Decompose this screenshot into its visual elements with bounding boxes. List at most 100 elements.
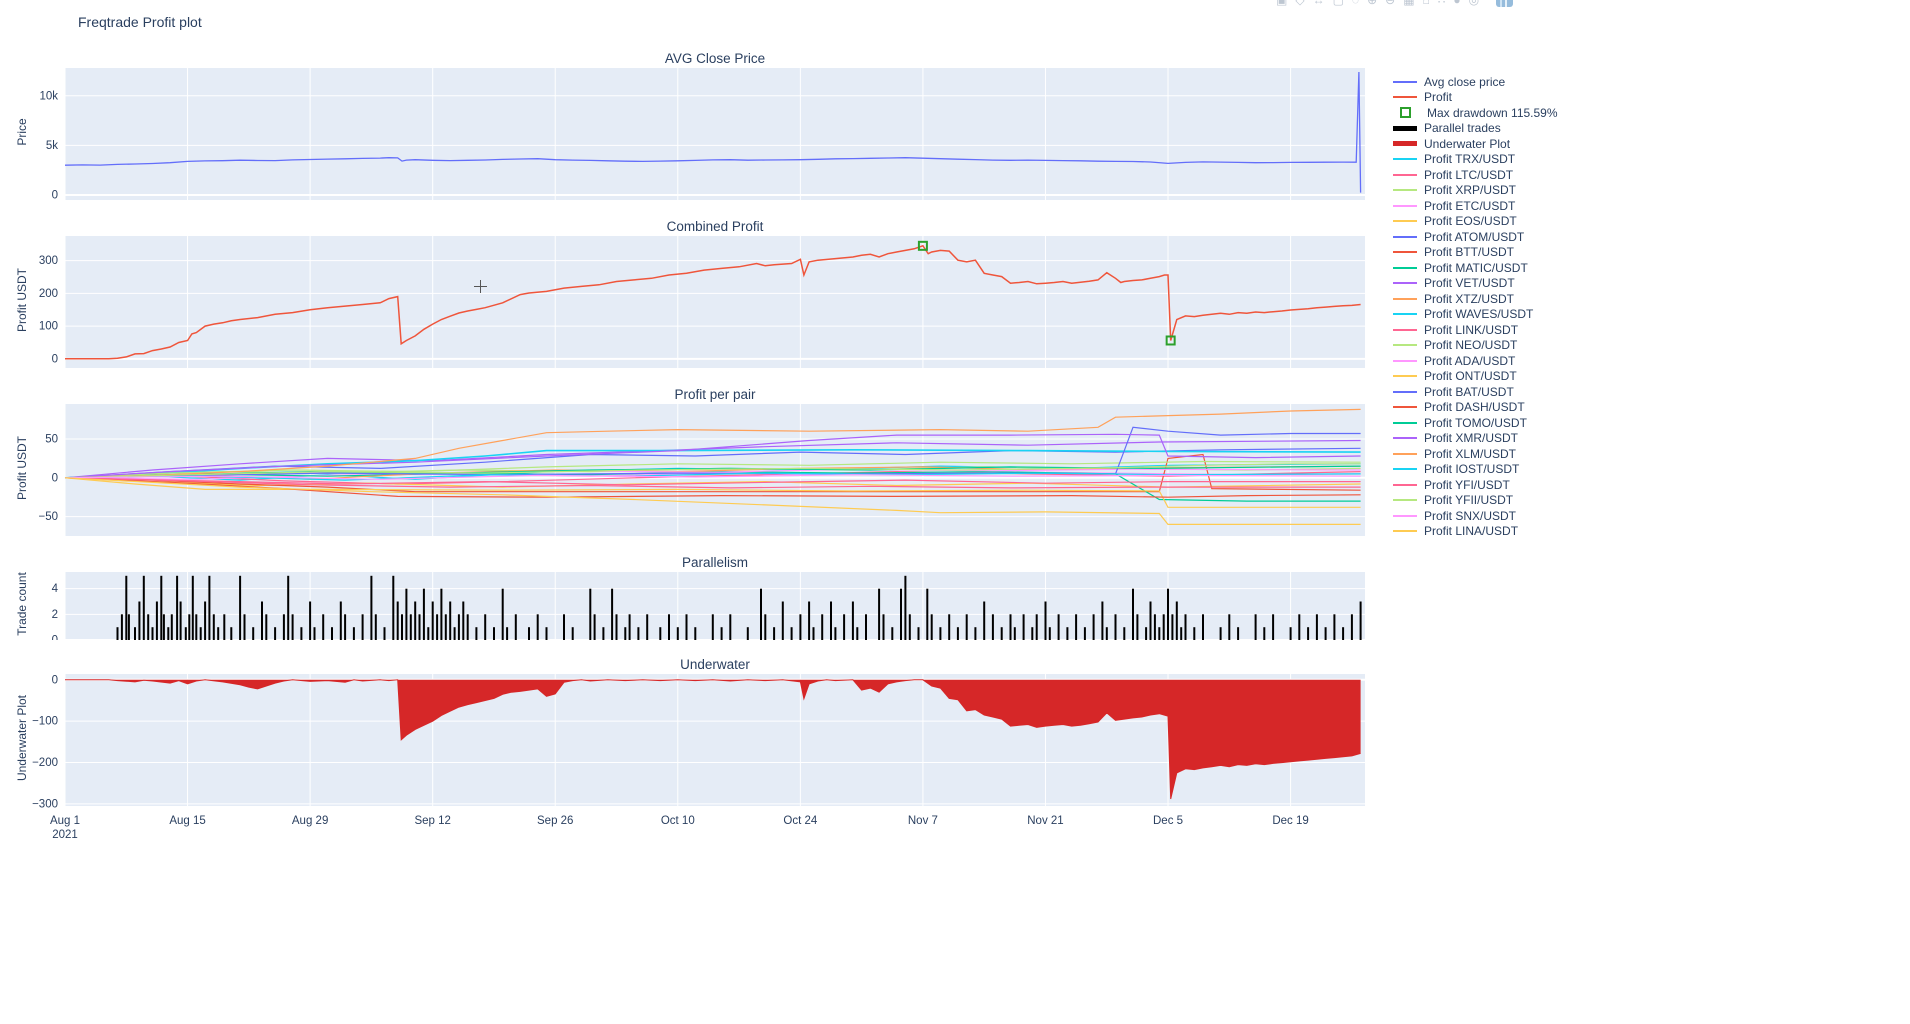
y-tick-label: 0	[52, 472, 58, 484]
legend-item[interactable]: Profit BTT/USDT	[1393, 245, 1558, 261]
legend-line-swatch	[1393, 158, 1417, 161]
subplot-underwater[interactable]: 0 −100 −200 −300 Aug 1 2021 Aug 15 Aug 29 Sep 12…	[0, 674, 1380, 850]
legend-item[interactable]: Profit ONT/USDT	[1393, 369, 1558, 385]
legend-item[interactable]: Profit YFI/USDT	[1393, 477, 1558, 493]
legend-item[interactable]: Profit LINA/USDT	[1393, 524, 1558, 540]
lasso-select-icon[interactable]: ◌	[1351, 0, 1360, 7]
legend-label: Profit TRX/USDT	[1424, 152, 1516, 167]
legend-label: Profit XRP/USDT	[1424, 183, 1517, 198]
legend-item[interactable]: Profit WAVES/USDT	[1393, 307, 1558, 323]
legend-line-swatch	[1393, 514, 1417, 517]
legend-item[interactable]: Avg close price	[1393, 74, 1558, 90]
legend-item[interactable]: Max drawdown 115.59%	[1393, 105, 1558, 121]
y-tick-label: 0	[52, 353, 58, 365]
box-select-icon[interactable]: ▢	[1332, 0, 1344, 7]
legend-item[interactable]: Parallel trades	[1393, 121, 1558, 137]
legend-label: Profit ONT/USDT	[1424, 369, 1517, 384]
legend-item[interactable]: Profit NEO/USDT	[1393, 338, 1558, 354]
legend-item[interactable]: Profit ATOM/USDT	[1393, 229, 1558, 245]
legend-label: Profit XLM/USDT	[1424, 446, 1517, 461]
legend-item[interactable]: Profit	[1393, 90, 1558, 106]
x-tick-label: Nov 7	[908, 815, 938, 827]
plotly-logo[interactable]	[1496, 0, 1514, 7]
series-line	[64, 470, 1361, 502]
zoom-icon[interactable]: ◇	[1295, 0, 1305, 7]
pan-icon[interactable]: ↔	[1312, 0, 1325, 7]
y-tick-label: −100	[32, 716, 58, 728]
legend-item[interactable]: Profit SNX/USDT	[1393, 508, 1558, 524]
legend-line-swatch	[1393, 141, 1417, 147]
spikelines-icon[interactable]: ∷	[1437, 0, 1446, 7]
zoom-out-icon[interactable]: ⊖	[1385, 0, 1396, 7]
legend-line-swatch	[1393, 251, 1417, 254]
legend-line-swatch	[1393, 220, 1417, 223]
legend-line-swatch	[1393, 406, 1417, 409]
series-line	[65, 679, 1361, 800]
y-tick-label: 300	[39, 255, 58, 267]
legend-line-swatch	[1393, 297, 1417, 300]
legend-item[interactable]: Profit XRP/USDT	[1393, 183, 1558, 199]
legend-label: Profit LTC/USDT	[1424, 167, 1514, 182]
legend-item[interactable]: Profit XLM/USDT	[1393, 446, 1558, 462]
modebar: ▣ ◇ ↔ ▢ ◌ ⊕ ⊖ ▦ ⌂ ∷ ● ◎	[1276, 0, 1514, 7]
legend-line-swatch	[1393, 452, 1417, 455]
legend-label: Profit LINA/USDT	[1424, 524, 1519, 539]
legend-item[interactable]: Profit BAT/USDT	[1393, 384, 1558, 400]
x-tick-label: Oct 24	[783, 815, 817, 827]
legend-item[interactable]: Profit EOS/USDT	[1393, 214, 1558, 230]
y-tick-label: 10k	[39, 90, 58, 102]
legend-label: Profit MATIC/USDT	[1424, 260, 1528, 275]
subplot-avg-close-price[interactable]: 0 5k 10k	[0, 68, 1380, 200]
series-line	[64, 477, 1361, 525]
series-line	[64, 433, 1361, 479]
autoscale-icon[interactable]: ▦	[1403, 0, 1415, 7]
legend-item[interactable]: Profit LINK/USDT	[1393, 322, 1558, 338]
legend-line-swatch	[1393, 204, 1417, 207]
legend-line-swatch	[1393, 235, 1417, 238]
hover-closest-icon[interactable]: ●	[1453, 0, 1461, 7]
legend-label: Profit LINK/USDT	[1424, 322, 1519, 337]
legend-label: Profit XTZ/USDT	[1424, 291, 1515, 306]
subplot-parallelism[interactable]: 0 2 4	[0, 572, 1380, 640]
y-tick-label: 4	[52, 583, 59, 595]
series-line	[64, 477, 1361, 489]
legend-item[interactable]: Profit TRX/USDT	[1393, 152, 1558, 168]
x-tick-label: Aug 15	[169, 815, 205, 827]
hover-compare-icon[interactable]: ◎	[1468, 0, 1480, 7]
legend-item[interactable]: Profit ETC/USDT	[1393, 198, 1558, 214]
reset-axes-icon[interactable]: ⌂	[1422, 0, 1430, 7]
legend-line-swatch	[1393, 499, 1417, 502]
legend-label: Profit ADA/USDT	[1424, 353, 1516, 368]
series-line	[64, 453, 1361, 493]
legend-line-swatch	[1393, 390, 1417, 393]
plot-background	[65, 236, 1365, 368]
legend-item[interactable]: Underwater Plot	[1393, 136, 1558, 152]
legend-line-swatch	[1393, 359, 1417, 362]
legend-item[interactable]: Profit TOMO/USDT	[1393, 415, 1558, 431]
legend-item[interactable]: Profit XTZ/USDT	[1393, 291, 1558, 307]
series-line	[64, 477, 1361, 488]
subplot-combined-profit[interactable]: 0 100 200 300	[0, 236, 1380, 368]
series-line	[64, 477, 1361, 486]
legend-line-swatch	[1393, 173, 1417, 176]
legend-label: Parallel trades	[1424, 121, 1501, 136]
legend-item[interactable]: Profit LTC/USDT	[1393, 167, 1558, 183]
legend-item[interactable]: Profit VET/USDT	[1393, 276, 1558, 292]
legend-item[interactable]: Profit ADA/USDT	[1393, 353, 1558, 369]
legend-item[interactable]: Profit IOST/USDT	[1393, 462, 1558, 478]
legend-line-swatch	[1393, 421, 1417, 424]
legend-label: Profit EOS/USDT	[1424, 214, 1517, 229]
x-tick-label: Nov 21	[1027, 815, 1063, 827]
legend-label: Profit IOST/USDT	[1424, 462, 1520, 477]
x-tick-label: Sep 26	[537, 815, 573, 827]
legend-item[interactable]: Profit MATIC/USDT	[1393, 260, 1558, 276]
subplot-profit-per-pair[interactable]: −50 0 50	[0, 404, 1380, 536]
y-tick-label: 0	[52, 674, 58, 686]
legend-line-swatch	[1393, 282, 1417, 285]
legend-item[interactable]: Profit YFII/USDT	[1393, 493, 1558, 509]
legend-line-swatch	[1393, 375, 1417, 378]
legend-item[interactable]: Profit XMR/USDT	[1393, 431, 1558, 447]
camera-icon[interactable]: ▣	[1276, 0, 1288, 7]
legend-item[interactable]: Profit DASH/USDT	[1393, 400, 1558, 416]
zoom-in-icon[interactable]: ⊕	[1367, 0, 1378, 7]
